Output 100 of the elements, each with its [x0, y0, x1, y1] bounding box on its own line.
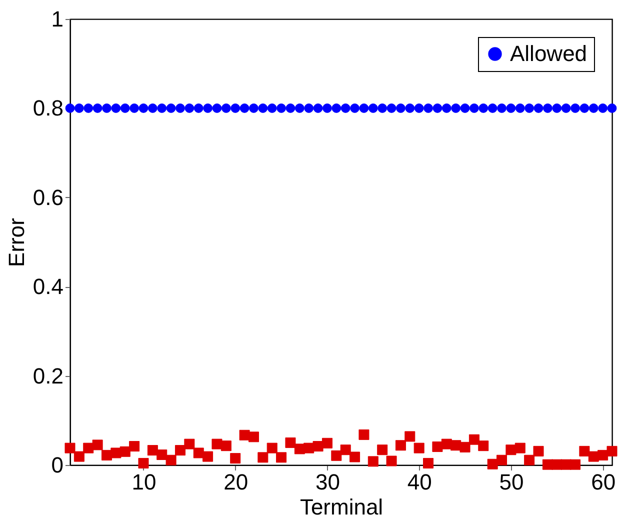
y-axis-title: Error: [4, 218, 29, 267]
legend-label: Allowed: [510, 41, 588, 66]
point: [460, 103, 470, 113]
point: [276, 452, 287, 463]
x-tick-label: 30: [315, 470, 340, 494]
point: [560, 459, 572, 470]
point: [405, 103, 415, 113]
point: [202, 451, 214, 462]
point: [166, 103, 176, 113]
point: [312, 441, 324, 452]
point: [92, 103, 102, 113]
point: [386, 456, 397, 466]
point: [65, 103, 75, 113]
point: [221, 103, 231, 113]
point: [84, 103, 94, 113]
point: [358, 429, 370, 440]
point: [157, 103, 167, 113]
y-tick-label: 0.6: [32, 184, 64, 210]
point: [304, 103, 314, 113]
point: [331, 450, 342, 461]
point: [332, 103, 342, 113]
y-tick-label: 0.4: [32, 274, 64, 300]
point: [239, 430, 250, 440]
point: [377, 444, 388, 456]
point: [451, 103, 461, 113]
point: [542, 103, 552, 113]
point: [432, 103, 442, 113]
point: [129, 441, 140, 452]
point: [266, 442, 278, 454]
x-tick-label: 40: [407, 470, 432, 494]
point: [396, 103, 406, 113]
point: [166, 454, 176, 466]
point: [176, 103, 185, 113]
point: [286, 103, 296, 113]
point: [313, 103, 323, 113]
point: [340, 103, 350, 113]
point: [552, 103, 562, 113]
point: [579, 446, 590, 456]
point: [340, 444, 351, 456]
point: [248, 432, 259, 442]
point: [423, 458, 434, 468]
point: [468, 434, 480, 445]
x-tick-label: 60: [591, 470, 616, 494]
point: [460, 442, 470, 452]
point: [542, 459, 553, 470]
point: [184, 103, 194, 113]
point: [156, 449, 168, 460]
point: [258, 103, 268, 113]
point: [230, 103, 240, 113]
point: [496, 454, 508, 466]
point: [130, 103, 140, 113]
point: [322, 438, 332, 448]
point: [294, 444, 305, 454]
point: [249, 103, 258, 113]
point: [515, 103, 525, 113]
point: [478, 440, 489, 452]
point: [534, 103, 544, 113]
x-tick-label: 20: [224, 470, 248, 494]
y-tick-label: 0.2: [32, 363, 64, 388]
point: [432, 441, 443, 452]
point: [359, 103, 369, 113]
y-tick-label: 0: [51, 452, 64, 478]
point: [203, 103, 213, 113]
point: [506, 103, 516, 113]
point: [74, 103, 84, 113]
point: [147, 445, 158, 456]
point: [230, 453, 241, 464]
point: [267, 103, 277, 113]
x-tick-label: 50: [499, 470, 524, 494]
point: [193, 448, 204, 458]
point: [138, 103, 148, 113]
point: [276, 103, 286, 113]
point: [524, 454, 535, 466]
point: [598, 103, 608, 113]
point: [174, 445, 186, 456]
point: [386, 103, 396, 113]
x-tick-label: 10: [132, 470, 156, 494]
point: [570, 103, 580, 113]
point: [414, 442, 424, 454]
point: [74, 451, 84, 462]
point: [368, 103, 378, 113]
point: [404, 431, 416, 442]
point: [588, 451, 599, 462]
point: [92, 440, 103, 450]
point: [580, 103, 590, 113]
point: [414, 103, 424, 113]
point: [194, 103, 204, 113]
point: [533, 446, 544, 456]
point: [469, 103, 479, 113]
point: [524, 103, 534, 113]
point: [212, 103, 222, 113]
point: [514, 442, 526, 454]
point: [441, 438, 452, 450]
point: [148, 103, 158, 113]
x-axis-title: Terminal: [300, 494, 384, 520]
point: [120, 446, 130, 457]
point: [598, 450, 608, 460]
point: [322, 103, 332, 113]
point: [368, 456, 378, 467]
point: [212, 438, 222, 450]
